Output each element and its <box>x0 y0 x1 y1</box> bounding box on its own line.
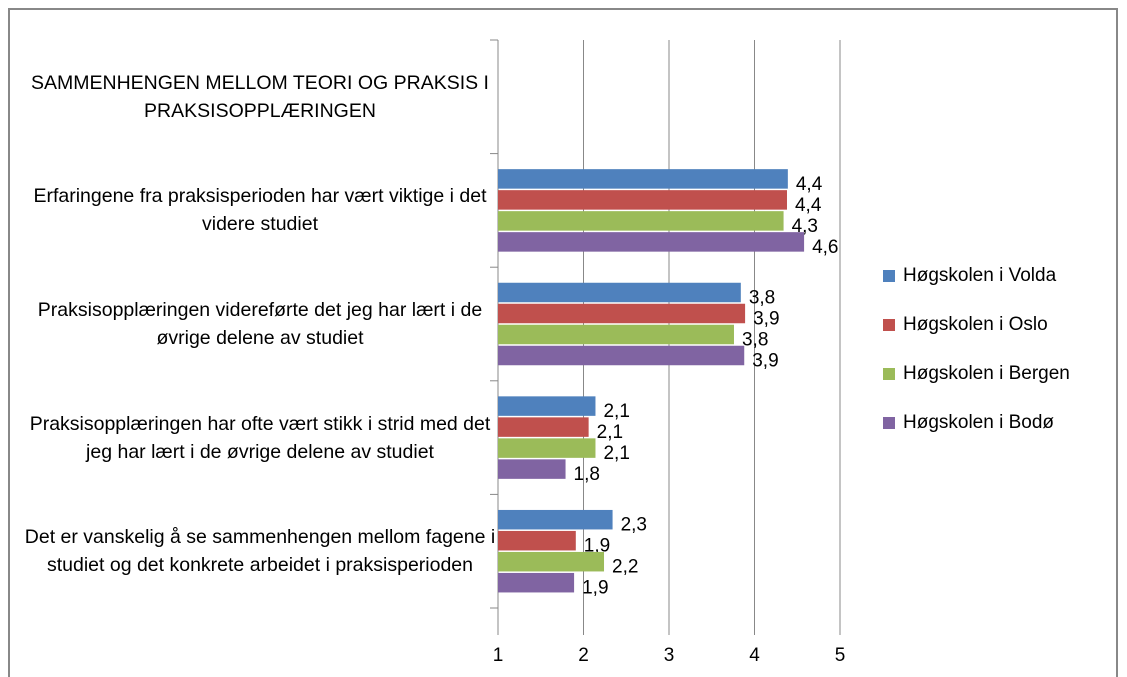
bar <box>498 509 613 530</box>
value-label: 3,9 <box>753 309 779 330</box>
x-tick-label: 3 <box>664 645 675 666</box>
category-label: SAMMENHENGEN MELLOM TEORI OG PRAKSIS I P… <box>31 71 489 122</box>
legend-label: Høgskolen i Bergen <box>903 363 1070 384</box>
value-label: 2,2 <box>612 557 638 578</box>
legend-swatch <box>883 270 895 282</box>
chart-frame <box>8 8 1118 677</box>
bar <box>498 572 575 593</box>
value-label: 1,9 <box>582 578 608 599</box>
legend-swatch <box>883 417 895 429</box>
x-tick-label: 4 <box>749 645 760 666</box>
bar <box>498 396 596 416</box>
bar <box>498 282 741 303</box>
x-tick-label: 2 <box>578 645 589 666</box>
bar <box>498 232 805 252</box>
bar <box>498 530 576 551</box>
legend-swatch <box>883 319 895 331</box>
legend-label: Høgskolen i Volda <box>903 265 1057 286</box>
value-label: 4,4 <box>795 195 822 216</box>
bar <box>498 459 566 479</box>
bar <box>498 324 734 345</box>
value-label: 2,1 <box>597 422 623 443</box>
x-tick-label: 5 <box>835 645 846 666</box>
category-label: Det er vanskelig å se sammenhengen mello… <box>24 526 496 577</box>
value-label: 3,9 <box>752 351 778 372</box>
category-label: Praksisopplæringen har ofte vært stikk i… <box>29 412 491 463</box>
bar <box>498 345 745 366</box>
bar <box>498 303 746 324</box>
category-label: Praksisopplæringen videreførte det jeg h… <box>37 299 483 349</box>
category-label: Erfaringene fra praksisperioden har vært… <box>33 185 487 236</box>
value-label: 3,8 <box>742 330 768 351</box>
legend-swatch <box>883 368 895 380</box>
value-label: 1,8 <box>574 464 600 485</box>
value-label: 4,4 <box>796 174 823 195</box>
legend-label: Høgskolen i Bodø <box>903 412 1054 433</box>
bar <box>498 169 788 189</box>
legend-label: Høgskolen i Oslo <box>903 314 1048 335</box>
bar <box>498 211 784 231</box>
value-label: 2,1 <box>603 401 629 422</box>
value-label: 4,3 <box>792 216 818 237</box>
bar <box>498 551 605 572</box>
value-label: 2,3 <box>621 515 647 536</box>
value-label: 3,8 <box>749 288 775 309</box>
value-label: 1,9 <box>584 536 610 557</box>
bar <box>498 417 589 437</box>
bar <box>498 190 787 210</box>
value-label: 2,1 <box>603 443 629 464</box>
value-label: 4,6 <box>812 237 838 258</box>
bar <box>498 438 596 458</box>
x-tick-label: 1 <box>493 645 504 666</box>
